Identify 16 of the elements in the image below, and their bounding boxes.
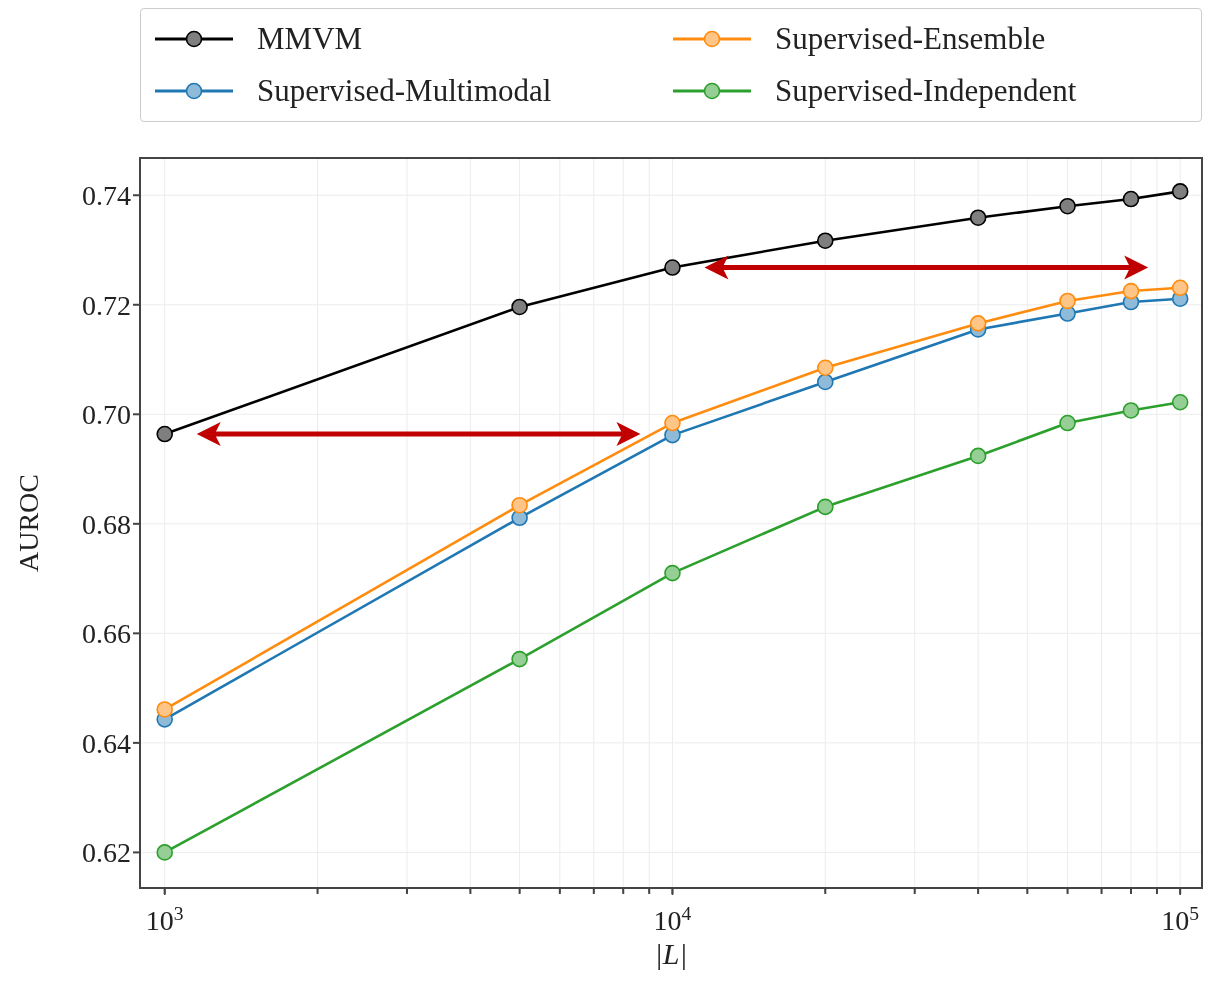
legend-label: MMVM [257, 21, 363, 57]
y-tick-label: 0.62 [82, 837, 131, 869]
x-tick-label: 10$^{3}$ [145, 902, 184, 936]
legend-label: Supervised-Ensemble [775, 21, 1046, 57]
x-axis-title: |L| [654, 937, 688, 970]
legend-label: Supervised-Independent [775, 73, 1077, 109]
y-tick-label: 0.68 [82, 508, 131, 540]
y-tick-label: 0.72 [82, 289, 131, 321]
x-tick-label: 10$^{4}$ [653, 902, 692, 936]
x-tick-label: 10$^{5}$ [1161, 902, 1200, 936]
y-axis-title: AUROC [12, 473, 44, 573]
legend-label: Supervised-Multimodal [257, 73, 552, 109]
y-tick-label: 0.64 [82, 727, 131, 759]
y-tick-label: 0.70 [82, 399, 131, 431]
y-tick-label: 0.74 [82, 180, 131, 212]
y-tick-label: 0.66 [82, 618, 131, 650]
